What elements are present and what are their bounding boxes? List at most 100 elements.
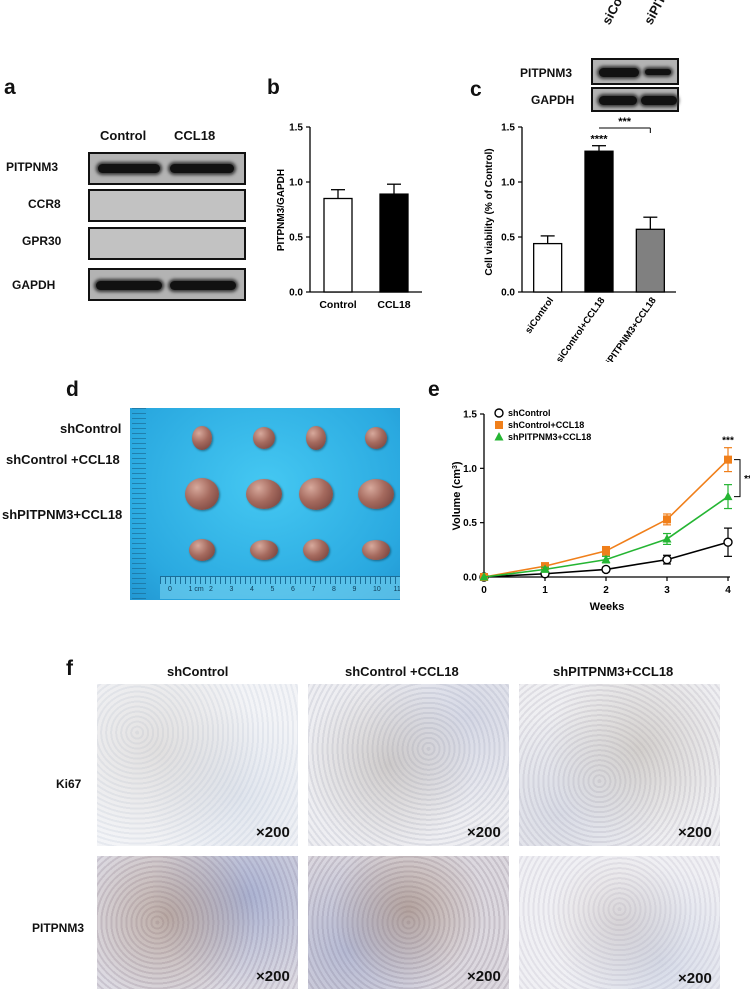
ihc-col-shcontrol: shControl — [167, 664, 229, 679]
tumor-specimen — [306, 426, 326, 450]
panel-label-c: c — [470, 78, 482, 101]
photo-row-shcontrol-ccl18: shControl +CCL18 — [6, 452, 120, 467]
ihc-image-pitpnm3-shcontrol — [97, 856, 298, 989]
data-point — [663, 515, 671, 524]
x-tick-label: Control — [319, 299, 356, 311]
bar — [323, 197, 353, 293]
photo-row-shpitpnm3-ccl18: shPITPNM3+CCL18 — [2, 507, 123, 522]
tumor-specimen — [299, 478, 333, 510]
panel-label-b: b — [267, 76, 280, 99]
band — [170, 281, 236, 290]
ihc-col-shpitpnm3-ccl18: shPITPNM3+CCL18 — [553, 664, 674, 679]
magnification-label: ×200 — [256, 824, 290, 841]
data-point — [662, 533, 672, 543]
y-tick-label: 0.0 — [463, 573, 477, 584]
y-axis-label: Volume (cm3) — [451, 461, 463, 530]
ruler-number: 7 — [311, 586, 316, 593]
legend-marker — [494, 432, 504, 441]
y-tick-label: 1.5 — [501, 123, 515, 134]
data-point — [602, 546, 610, 555]
y-tick-label: 1.5 — [289, 123, 303, 134]
data-point — [723, 491, 733, 501]
ihc-image-pitpnm3-shcontrol-ccl18 — [308, 856, 509, 989]
band — [98, 164, 160, 173]
bar — [533, 242, 563, 293]
y-tick-label: 0.5 — [289, 233, 303, 244]
ruler-number: 1 cm — [188, 586, 204, 593]
blot-a-lane-ccr8 — [88, 189, 246, 222]
x-tick-label: 4 — [725, 585, 731, 596]
y-tick-label: 1.0 — [289, 178, 303, 189]
data-point — [724, 455, 732, 464]
ihc-image-ki67-shcontrol — [97, 684, 298, 846]
y-tick-label: 0.0 — [501, 288, 515, 299]
legend-marker — [494, 408, 504, 418]
data-point — [662, 554, 672, 565]
tumor-photograph: 0 1 cm 2 3 4 5 6 7 8 9 10 11 — [130, 408, 400, 600]
tumor-specimen — [246, 479, 282, 509]
blot-c-row-gapdh: GAPDH — [531, 93, 575, 107]
x-axis-label: Weeks — [590, 601, 625, 613]
horizontal-ruler — [160, 576, 400, 599]
bar — [584, 150, 614, 293]
x-tick-label: 0 — [481, 585, 487, 596]
tumor-specimen — [365, 427, 387, 449]
photo-row-shcontrol: shControl — [60, 421, 122, 436]
ihc-row-ki67: Ki67 — [56, 777, 82, 791]
tumor-specimen — [250, 540, 278, 560]
x-tick-label: 1 — [542, 585, 548, 596]
blot-c-lane-gapdh — [591, 87, 679, 112]
ihc-col-shcontrol-ccl18: shControl +CCL18 — [345, 664, 459, 679]
panel-label-d: d — [66, 378, 79, 401]
data-point — [723, 537, 733, 547]
y-tick-label: 0.5 — [501, 233, 515, 244]
significance-label: ** — [744, 474, 750, 485]
blot-a-lane-gapdh — [88, 268, 246, 301]
ihc-image-pitpnm3-shpitpnm3-ccl18 — [519, 856, 720, 989]
x-tick-label: 2 — [603, 585, 609, 596]
blot-a-row-ccr8: CCR8 — [28, 197, 61, 211]
ruler-number: 2 — [209, 586, 213, 593]
tumor-specimen — [362, 540, 390, 560]
blot-c-row-pitpnm3: PITPNM3 — [520, 66, 573, 80]
data-point — [479, 572, 489, 581]
blot-a-row-pitpnm3: PITPNM3 — [6, 160, 59, 174]
tumor-specimen — [358, 479, 394, 509]
band — [645, 69, 671, 75]
band — [641, 96, 677, 105]
significance-label: **** — [590, 134, 608, 146]
band — [170, 164, 234, 173]
blot-a-lane-pitpnm3 — [88, 152, 246, 185]
x-tick-label: siPITPNM3+CCL18 — [601, 295, 659, 362]
chart-b: 0.0 0.5 1.0 1.5 Control CCL18 PITPNM3/GAPDH — [276, 123, 422, 311]
tumor-specimen — [192, 426, 212, 450]
ruler-number: 9 — [352, 586, 357, 593]
blot-c-lane-pitpnm3 — [591, 58, 679, 85]
tumor-specimen — [189, 539, 215, 561]
data-point — [601, 554, 611, 564]
ruler-number: 10 — [373, 586, 381, 593]
magnification-label: ×200 — [467, 824, 501, 841]
chart-c: 0.0 0.5 1.0 1.5 siControlsiControl+CCL18siP… — [484, 116, 676, 362]
y-tick-label: 1.0 — [463, 464, 477, 475]
magnification-label: ×200 — [678, 970, 712, 987]
legend-marker — [495, 421, 503, 429]
ruler-number: 5 — [270, 586, 275, 593]
y-tick-label: 1.0 — [501, 178, 515, 189]
y-axis-label: PITPNM3/GAPDH — [276, 169, 287, 251]
legend-label: shControl+CCL18 — [508, 420, 584, 430]
tumor-specimen — [303, 539, 329, 561]
significance-bracket — [734, 459, 741, 498]
ihc-row-pitpnm3: PITPNM3 — [32, 921, 85, 935]
blot-c-col-sipitpnm3: siPITPNM3 — [641, 0, 686, 27]
blot-a-lane-gpr30 — [88, 227, 246, 260]
ruler-number: 3 — [229, 586, 234, 593]
magnification-label: ×200 — [678, 824, 712, 841]
blot-a-row-gapdh: GAPDH — [12, 278, 56, 292]
significance-label: *** — [722, 436, 734, 447]
band — [599, 96, 637, 105]
band — [96, 281, 162, 290]
panel-label-e: e — [428, 378, 440, 401]
y-tick-label: 0.5 — [463, 518, 477, 529]
